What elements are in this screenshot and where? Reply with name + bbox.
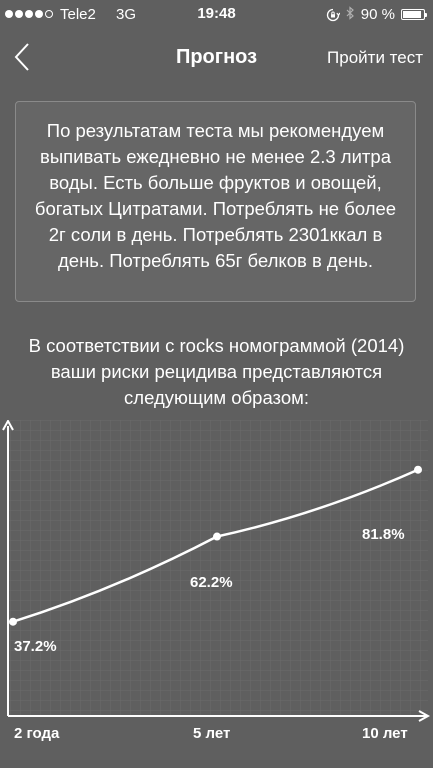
network-type: 3G [116, 6, 137, 23]
signal-strength-icon [5, 10, 53, 18]
data-label: 81.8% [362, 526, 405, 543]
battery-icon [401, 9, 427, 20]
data-label: 62.2% [190, 574, 233, 591]
recommendation-box: По результатам теста мы рекомендуем выпи… [15, 101, 416, 302]
battery-percentage: 90 % [360, 6, 395, 23]
recurrence-risk-chart: 2 года 5 лет 10 лет 37.2% 62.2% 81.8% [0, 420, 433, 768]
nomogram-caption: В соответствии с rocks номограммой (2014… [28, 335, 405, 408]
page-title: Прогноз [175, 46, 258, 68]
x-tick-label: 5 лет [193, 725, 231, 742]
x-axis-arrow-icon [418, 710, 431, 722]
chevron-left-icon [14, 43, 29, 71]
x-tick-label: 2 года [14, 725, 60, 742]
back-button[interactable] [8, 40, 38, 74]
x-tick-label: 10 лет [362, 725, 408, 742]
clock: 19:48 [197, 5, 236, 22]
rotation-lock-icon [326, 8, 341, 22]
status-bar: Tele2 3G 19:48 90 % [0, 0, 433, 30]
data-point-2 [213, 532, 221, 541]
data-point-1 [9, 617, 17, 626]
chart-canvas [2, 420, 431, 722]
data-label: 37.2% [14, 638, 57, 655]
bluetooth-icon [346, 6, 355, 23]
carrier-name: Tele2 [60, 6, 96, 23]
status-icons: 90 % [326, 6, 427, 23]
y-axis-arrow-icon [2, 420, 14, 431]
chart-grid [8, 420, 428, 716]
data-point-3 [414, 465, 422, 474]
recommendation-text: По результатам теста мы рекомендуем выпи… [34, 120, 397, 271]
navigation-bar: Прогноз Пройти тест [0, 30, 433, 86]
take-test-button[interactable]: Пройти тест [327, 48, 423, 67]
